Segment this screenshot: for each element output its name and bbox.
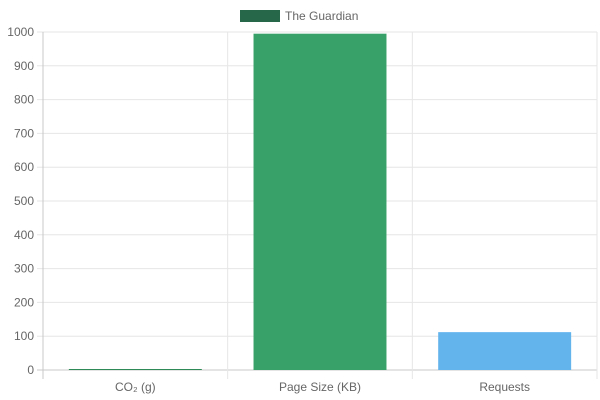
- y-tick-label: 600: [14, 160, 34, 174]
- y-tick-label: 1000: [7, 25, 34, 39]
- y-tick-label: 300: [14, 262, 34, 276]
- y-tick-label: 500: [14, 194, 34, 208]
- y-tick-label: 200: [14, 295, 34, 309]
- y-tick-label: 900: [14, 59, 34, 73]
- y-tick-label: 800: [14, 93, 34, 107]
- legend-swatch: [240, 10, 280, 22]
- bar-2[interactable]: [438, 332, 572, 370]
- bars: [68, 33, 572, 370]
- legend[interactable]: The Guardian: [240, 9, 358, 23]
- bar-1[interactable]: [253, 33, 387, 370]
- y-tick-label: 100: [14, 329, 34, 343]
- y-tick-label: 700: [14, 126, 34, 140]
- bar-0[interactable]: [68, 369, 202, 370]
- x-tick-label: Requests: [479, 380, 530, 394]
- x-tick-label: Page Size (KB): [279, 380, 361, 394]
- legend-label: The Guardian: [285, 9, 358, 23]
- y-tick-label: 400: [14, 228, 34, 242]
- x-axis-ticks: CO₂ (g) Page Size (KB) Requests: [115, 380, 530, 394]
- y-tick-label: 0: [27, 363, 34, 377]
- x-tick-label: CO₂ (g): [115, 380, 156, 394]
- y-axis-ticks: 0 100 200 300 400 500 600 700 800 900 1000: [7, 25, 34, 377]
